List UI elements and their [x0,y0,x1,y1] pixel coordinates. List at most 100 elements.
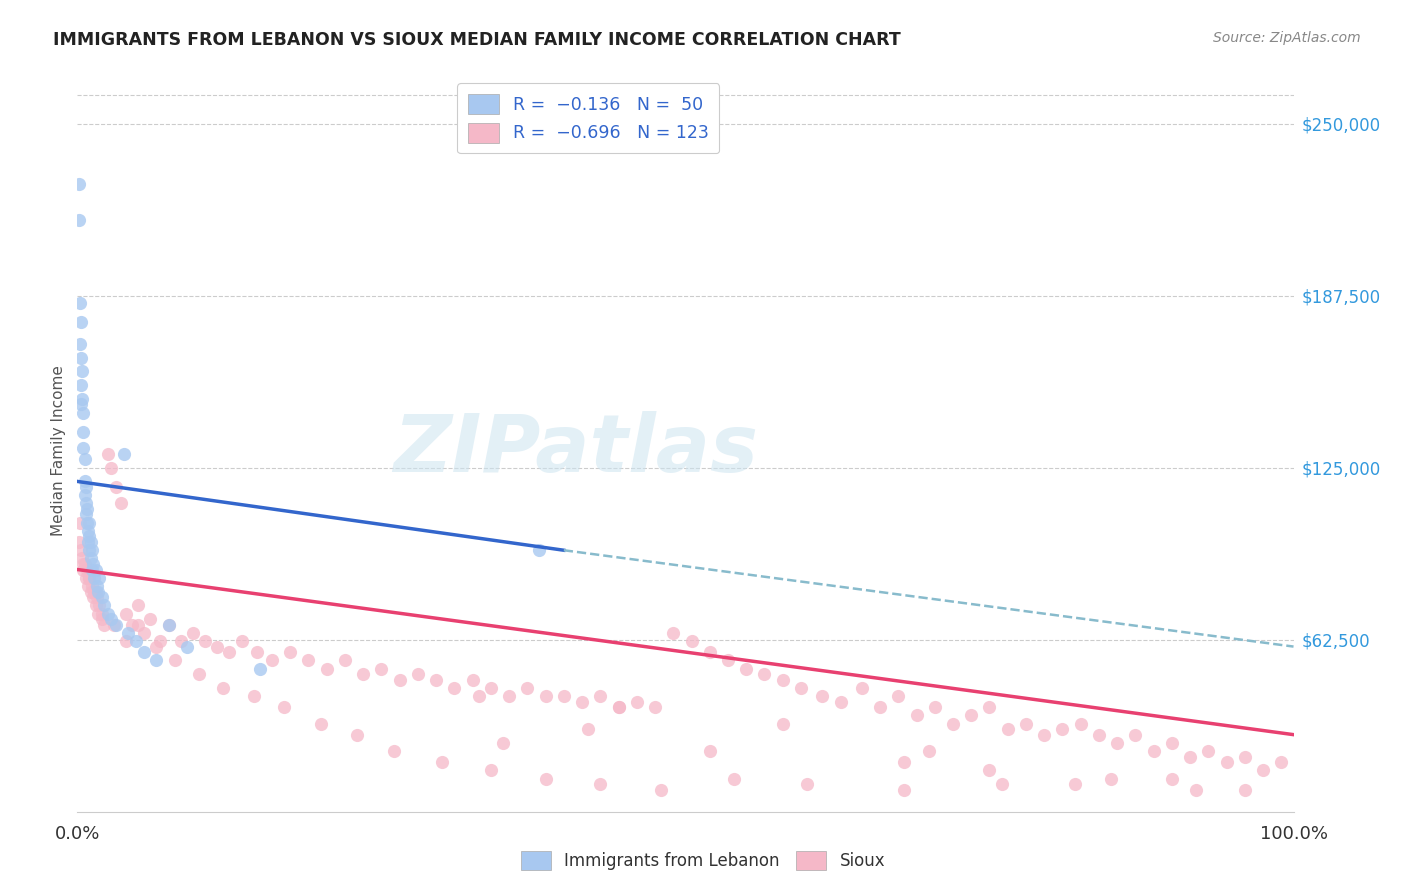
Point [188,667,211,681]
Point [67,535,90,549]
Point [370,662,392,676]
Point [644,700,666,714]
Point [170,634,193,648]
Point [89,571,111,585]
Point [1215,755,1237,769]
Point [979,700,1001,714]
Point [851,681,873,695]
Point [76,516,98,530]
Point [382,744,405,758]
Point [1161,772,1184,786]
Point [72,425,94,439]
Point [246,645,269,659]
Point [278,645,301,659]
Point [115,607,138,621]
Point [100,612,122,626]
Point [430,755,453,769]
Point [84,562,107,576]
Point [1033,728,1056,742]
Point [893,755,915,769]
Point [82,557,104,571]
Point [869,700,891,714]
Point [84,584,107,599]
Point [125,634,148,648]
Point [67,213,90,227]
Point [70,351,93,365]
Point [73,475,96,489]
Point [77,579,100,593]
Point [924,700,946,714]
Point [467,689,489,703]
Point [1178,749,1201,764]
Point [110,496,132,510]
Point [134,645,156,659]
Point [72,442,94,456]
Point [997,722,1019,736]
Point [83,571,105,585]
Point [73,452,96,467]
Point [942,716,965,731]
Point [425,673,447,687]
Point [70,543,93,558]
Point [105,480,128,494]
Point [790,681,813,695]
Point [1233,749,1256,764]
Point [607,700,630,714]
Point [75,480,97,494]
Point [1088,728,1111,742]
Point [76,502,98,516]
Point [333,653,356,667]
Point [918,744,941,758]
Point [75,508,97,522]
Point [139,612,162,626]
Point [83,584,105,599]
Point [1197,744,1219,758]
Point [346,728,368,742]
Legend: Immigrants from Lebanon, Sioux: Immigrants from Lebanon, Sioux [515,844,891,877]
Point [231,634,253,648]
Point [717,653,740,667]
Point [461,673,484,687]
Point [67,177,90,191]
Point [77,524,100,538]
Point [607,700,630,714]
Point [145,653,167,667]
Point [1052,722,1074,736]
Text: IMMIGRANTS FROM LEBANON VS SIOUX MEDIAN FAMILY INCOME CORRELATION CHART: IMMIGRANTS FROM LEBANON VS SIOUX MEDIAN … [53,31,901,49]
Point [79,571,101,585]
Point [529,543,551,558]
Point [134,625,156,640]
Point [194,634,217,648]
Point [242,689,264,703]
Y-axis label: Median Family Income: Median Family Income [51,365,66,536]
Point [86,579,108,593]
Point [72,562,94,576]
Point [90,607,112,621]
Point [127,617,149,632]
Point [589,689,612,703]
Point [1107,736,1129,750]
Point [117,625,139,640]
Text: Source: ZipAtlas.com: Source: ZipAtlas.com [1213,31,1361,45]
Point [73,488,96,502]
Point [79,543,101,558]
Point [105,617,128,632]
Point [79,571,101,585]
Point [699,645,721,659]
Point [979,764,1001,778]
Point [112,447,135,461]
Point [69,516,91,530]
Point [72,557,94,571]
Point [388,673,411,687]
Point [1125,728,1147,742]
Point [887,689,910,703]
Point [181,625,204,640]
Point [1185,782,1208,797]
Point [70,551,93,566]
Point [1015,716,1038,731]
Point [1143,744,1166,758]
Point [80,535,103,549]
Point [212,681,235,695]
Point [79,516,101,530]
Point [699,744,721,758]
